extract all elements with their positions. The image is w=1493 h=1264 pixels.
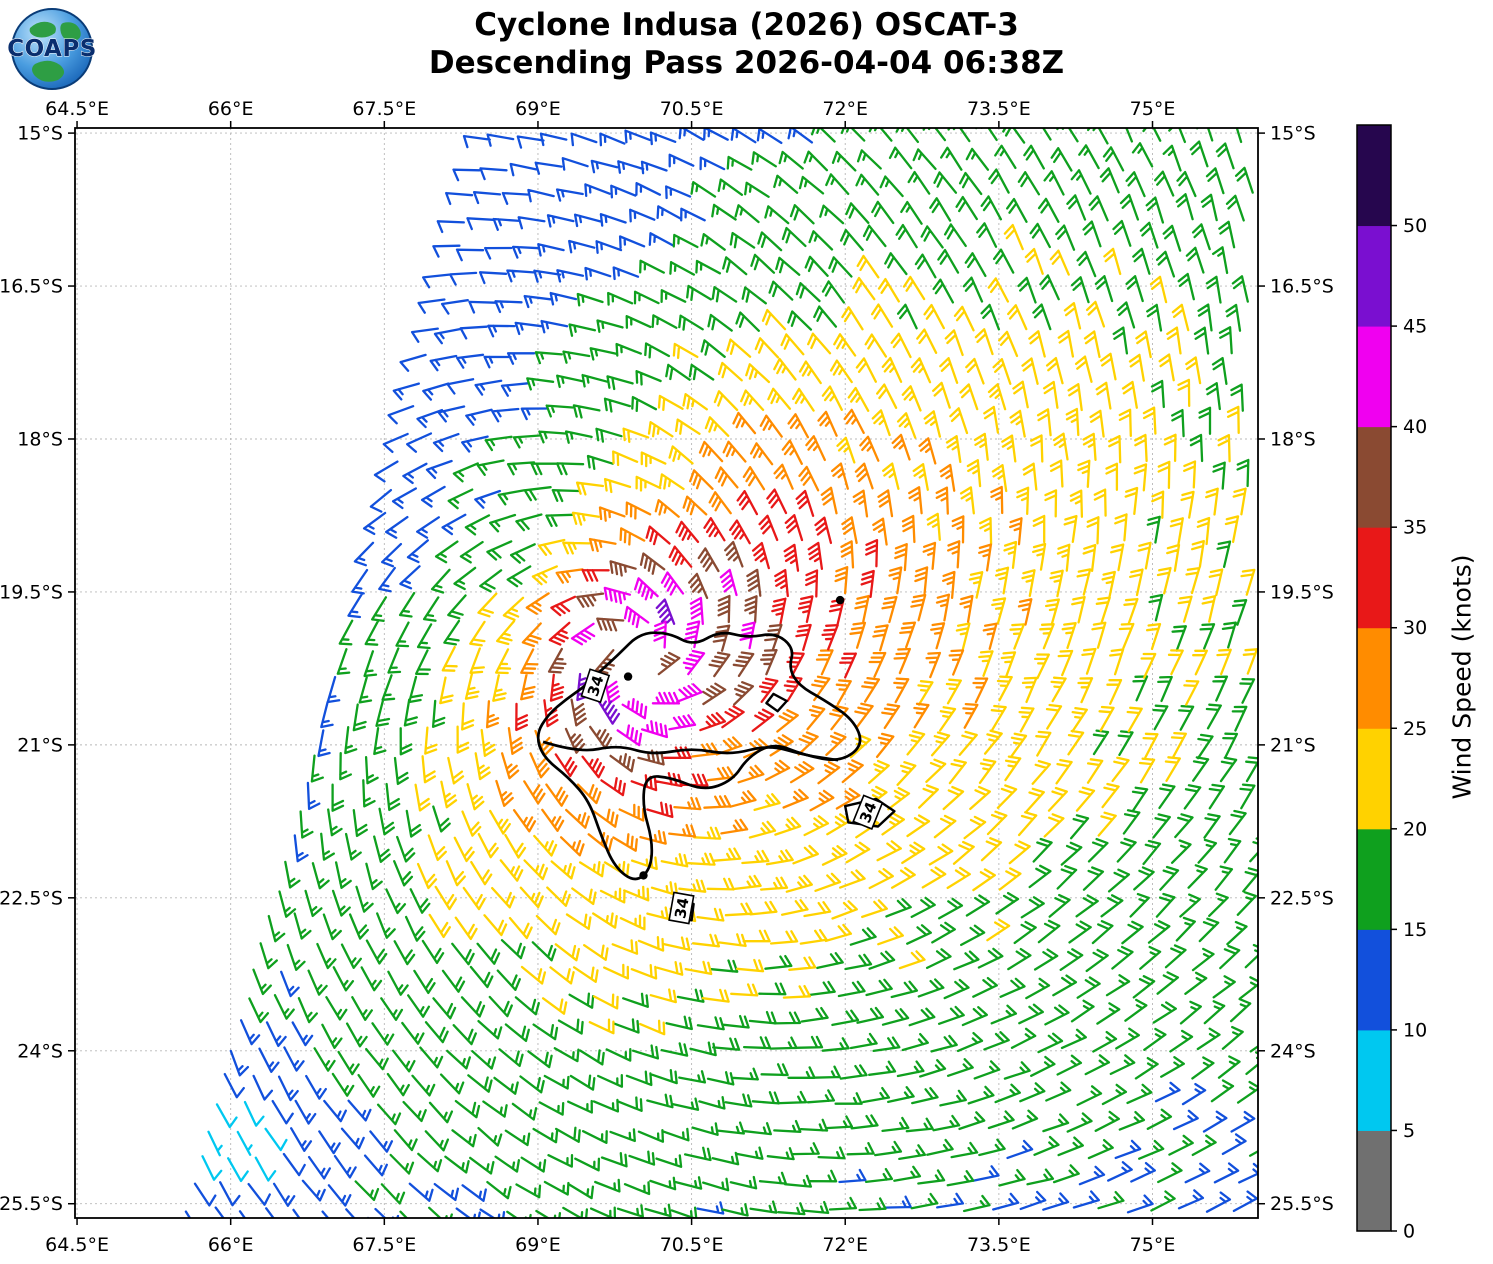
x-tick-label-top: 70.5°E bbox=[660, 98, 724, 120]
colorbar-tick-label: 30 bbox=[1403, 617, 1427, 639]
y-tick-label-right: 19.5°S bbox=[1270, 581, 1334, 603]
colorbar-tick-label: 40 bbox=[1403, 416, 1427, 438]
y-tick-label-right: 21°S bbox=[1270, 734, 1316, 756]
x-tick-label-bottom: 70.5°E bbox=[660, 1234, 724, 1256]
colorbar-bin bbox=[1357, 225, 1391, 327]
y-tick-label-right: 24°S bbox=[1270, 1040, 1316, 1062]
colorbar-bin bbox=[1357, 1029, 1391, 1131]
wind-barbs-bin-3 bbox=[248, 128, 1258, 1218]
x-tick-label-bottom: 66°E bbox=[208, 1234, 254, 1256]
colorbar-bin bbox=[1357, 828, 1391, 930]
x-tick-label-bottom: 64.5°E bbox=[45, 1234, 109, 1256]
x-tick-label-bottom: 75°E bbox=[1130, 1234, 1176, 1256]
colorbar-bin bbox=[1357, 929, 1391, 1031]
contour-label: 34 bbox=[580, 668, 611, 704]
colorbar-bin bbox=[1357, 527, 1391, 629]
colorbar-bin bbox=[1357, 426, 1391, 528]
colorbar: 0 5 10 15 20 25 30 35 40 45 50 bbox=[1356, 124, 1427, 1243]
title-line1: Cyclone Indusa (2026) OSCAT-3 bbox=[474, 7, 1019, 43]
colorbar-bin bbox=[1357, 125, 1391, 227]
colorbar-bin bbox=[1357, 326, 1391, 428]
colorbar-bin bbox=[1357, 1130, 1391, 1232]
x-tick-label-top: 66°E bbox=[208, 98, 254, 120]
track-point bbox=[639, 871, 648, 880]
colorbar-tick-label: 45 bbox=[1403, 316, 1427, 338]
y-tick-label-left: 18°S bbox=[17, 428, 63, 450]
colorbar-bin bbox=[1357, 728, 1391, 830]
colorbar-label: Wind Speed (knots) bbox=[1447, 554, 1477, 800]
x-tick-label-bottom: 67.5°E bbox=[352, 1234, 416, 1256]
colorbar-tick-label: 15 bbox=[1403, 919, 1427, 941]
wind-barbs-bin-5 bbox=[485, 408, 1033, 857]
colorbar-tick-label: 20 bbox=[1403, 818, 1427, 840]
x-tick-label-top: 69°E bbox=[515, 98, 561, 120]
colorbar-bin bbox=[1357, 627, 1391, 729]
svg-text:34: 34 bbox=[671, 896, 692, 920]
x-tick-label-top: 72°E bbox=[822, 98, 868, 120]
x-tick-label-bottom: 72°E bbox=[822, 1234, 868, 1256]
globe-icon bbox=[11, 8, 93, 90]
colorbar-tick-label: 50 bbox=[1403, 215, 1427, 237]
colorbar-tick-label: 0 bbox=[1403, 1221, 1415, 1243]
track-point bbox=[623, 672, 633, 681]
wind-barbs-bin-6 bbox=[515, 488, 879, 819]
y-tick-label-left: 24°S bbox=[17, 1040, 63, 1062]
plot-frame bbox=[74, 127, 1259, 1219]
coaps-logo: COAPS bbox=[8, 8, 96, 90]
colorbar-tick-label: 35 bbox=[1403, 517, 1427, 539]
axis-ticks-and-labels: 64.5°E 64.5°E 66°E 66°E 67.5°E 67.5°E 69°E 69°E… bbox=[0, 98, 1334, 1256]
wind-barbs-bin-2 bbox=[184, 128, 1258, 1218]
colorbar-tick-label: 10 bbox=[1403, 1019, 1427, 1041]
contour-label: 34 bbox=[852, 794, 884, 830]
x-tick-label-bottom: 69°E bbox=[515, 1234, 561, 1256]
y-tick-label-left: 16.5°S bbox=[0, 276, 63, 298]
colorbar-tick-label: 25 bbox=[1403, 718, 1427, 740]
y-tick-label-left: 21°S bbox=[17, 734, 63, 756]
y-tick-label-left: 15°S bbox=[17, 123, 63, 145]
figure-title: Cyclone Indusa (2026) OSCAT-3 Descending… bbox=[0, 6, 1493, 82]
wind-barbs bbox=[184, 128, 1258, 1218]
y-tick-label-right: 22.5°S bbox=[1270, 887, 1334, 909]
track-points bbox=[623, 595, 845, 880]
contour-label: 34 bbox=[668, 891, 695, 925]
x-tick-label-bottom: 73.5°E bbox=[967, 1234, 1031, 1256]
coaps-logo-text: COAPS bbox=[8, 36, 96, 62]
contour-labels: 34 34 34 bbox=[580, 668, 884, 925]
y-tick-label-right: 16.5°S bbox=[1270, 276, 1334, 298]
x-tick-label-top: 64.5°E bbox=[45, 98, 109, 120]
wind-barbs-bin-7 bbox=[547, 540, 783, 773]
wind-barbs-bin-1 bbox=[201, 1100, 288, 1183]
wind-barbs-bin-8 bbox=[570, 568, 756, 747]
y-tick-label-left: 25.5°S bbox=[0, 1193, 63, 1215]
colorbar-tick-label: 5 bbox=[1403, 1120, 1415, 1142]
svg-text:34: 34 bbox=[584, 673, 608, 698]
x-tick-label-top: 67.5°E bbox=[352, 98, 416, 120]
y-tick-label-right: 18°S bbox=[1270, 428, 1316, 450]
y-tick-label-left: 19.5°S bbox=[0, 581, 63, 603]
y-tick-label-right: 25.5°S bbox=[1270, 1193, 1334, 1215]
track-point bbox=[835, 595, 845, 605]
x-tick-label-top: 73.5°E bbox=[967, 98, 1031, 120]
y-tick-label-right: 15°S bbox=[1270, 123, 1316, 145]
x-tick-label-top: 75°E bbox=[1130, 98, 1176, 120]
title-line2: Descending Pass 2026-04-04 06:38Z bbox=[428, 45, 1065, 82]
y-tick-label-left: 22.5°S bbox=[0, 887, 63, 909]
